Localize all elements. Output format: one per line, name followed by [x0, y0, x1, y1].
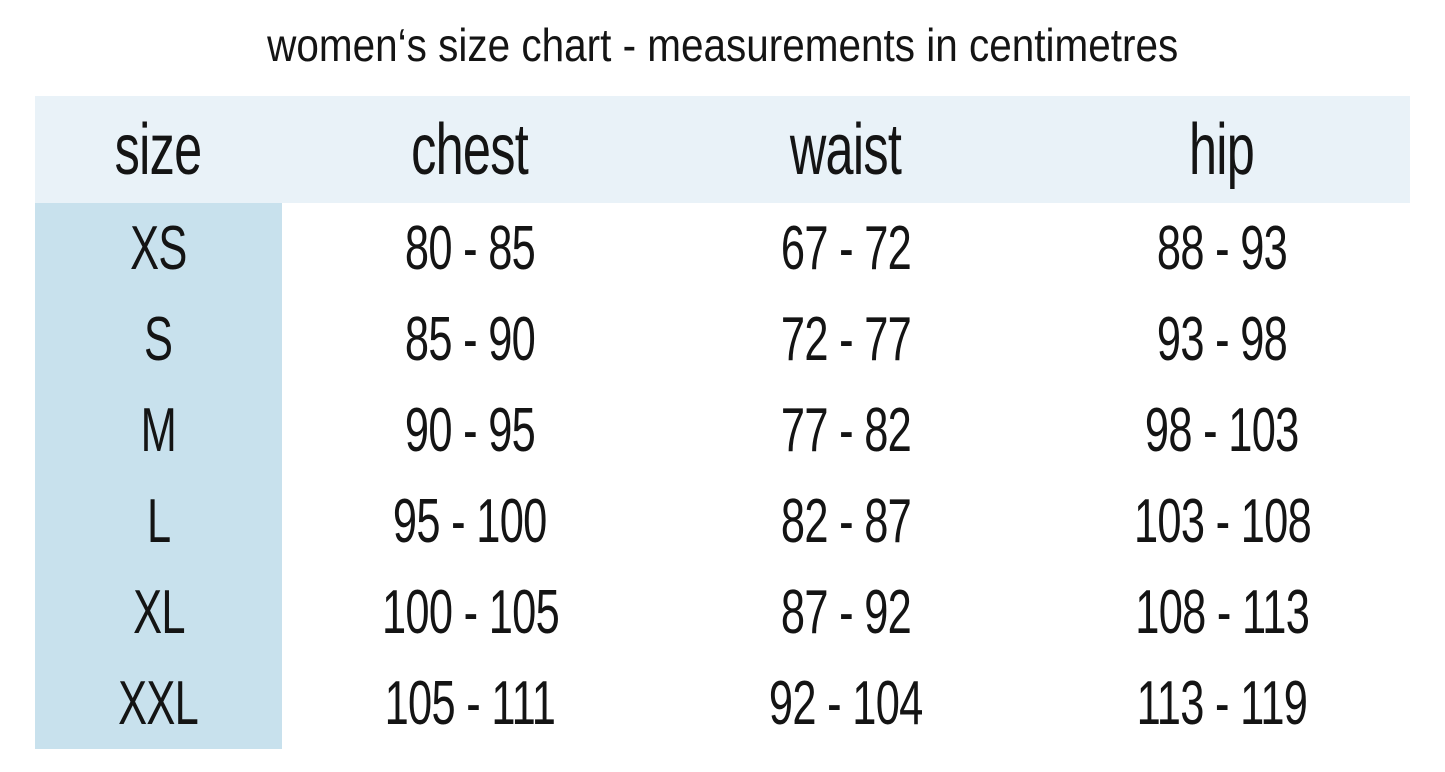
- table-header-row: size chest waist hip: [35, 96, 1410, 203]
- column-header-chest: chest: [282, 96, 658, 203]
- table-row-l: L 95 - 100 82 - 87 103 - 108: [35, 476, 1410, 567]
- hip-value-cell: 108 - 113: [1034, 567, 1410, 658]
- table-row-m: M 90 - 95 77 - 82 98 - 103: [35, 385, 1410, 476]
- hip-value-cell: 88 - 93: [1034, 203, 1410, 294]
- column-header-waist: waist: [658, 96, 1034, 203]
- waist-value-cell: 77 - 82: [658, 385, 1034, 476]
- waist-value-cell: 72 - 77: [658, 294, 1034, 385]
- table-row-xs: XS 80 - 85 67 - 72 88 - 93: [35, 203, 1410, 294]
- size-label-cell: S: [35, 294, 282, 385]
- chest-value-cell: 105 - 111: [282, 658, 658, 749]
- chest-value-cell: 90 - 95: [282, 385, 658, 476]
- size-label-cell: M: [35, 385, 282, 476]
- column-header-size: size: [35, 96, 282, 203]
- chest-value-cell: 95 - 100: [282, 476, 658, 567]
- table-row-xl: XL 100 - 105 87 - 92 108 - 113: [35, 567, 1410, 658]
- size-label-cell: L: [35, 476, 282, 567]
- size-label-cell: XL: [35, 567, 282, 658]
- waist-value-cell: 92 - 104: [658, 658, 1034, 749]
- hip-value-cell: 113 - 119: [1034, 658, 1410, 749]
- hip-value-cell: 98 - 103: [1034, 385, 1410, 476]
- hip-value-cell: 93 - 98: [1034, 294, 1410, 385]
- size-label-cell: XS: [35, 203, 282, 294]
- column-header-hip: hip: [1034, 96, 1410, 203]
- waist-value-cell: 67 - 72: [658, 203, 1034, 294]
- page-title: women‘s size chart - measurements in cen…: [0, 18, 1445, 72]
- waist-value-cell: 87 - 92: [658, 567, 1034, 658]
- waist-value-cell: 82 - 87: [658, 476, 1034, 567]
- size-chart-table: size chest waist hip XS 80 - 85 67 - 72 …: [35, 96, 1410, 749]
- table-row-s: S 85 - 90 72 - 77 93 - 98: [35, 294, 1410, 385]
- table-row-xxl: XXL 105 - 111 92 - 104 113 - 119: [35, 658, 1410, 749]
- chest-value-cell: 85 - 90: [282, 294, 658, 385]
- chest-value-cell: 80 - 85: [282, 203, 658, 294]
- hip-value-cell: 103 - 108: [1034, 476, 1410, 567]
- page-title-text: women‘s size chart - measurements in cen…: [266, 19, 1179, 71]
- size-label-cell: XXL: [35, 658, 282, 749]
- chest-value-cell: 100 - 105: [282, 567, 658, 658]
